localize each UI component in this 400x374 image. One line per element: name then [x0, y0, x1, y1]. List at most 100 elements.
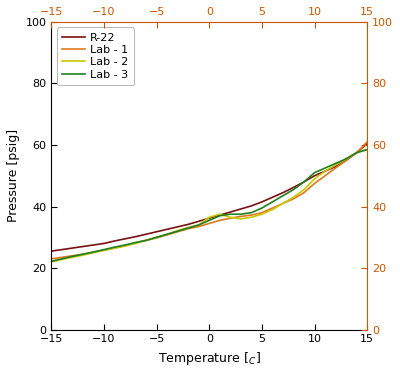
Lab - 1: [102, 248, 106, 252]
Lab - 3: [144, 238, 148, 243]
Lab - 1: [80, 252, 85, 257]
Lab - 3: [112, 245, 117, 249]
Lab - 1: [312, 181, 317, 186]
R-22: [175, 224, 180, 229]
Lab - 1: [249, 213, 254, 217]
Lab - 1: [344, 158, 348, 163]
Lab - 2: [112, 246, 117, 250]
Lab - 3: [280, 193, 285, 198]
R-22: [302, 180, 306, 184]
Lab - 1: [123, 244, 128, 248]
Lab - 2: [333, 163, 338, 167]
Lab - 1: [70, 254, 75, 258]
R-22: [291, 185, 296, 190]
Lab - 1: [165, 233, 170, 237]
Lab - 3: [154, 235, 159, 239]
Lab - 2: [80, 253, 85, 257]
R-22: [165, 227, 170, 232]
Lab - 3: [344, 157, 348, 161]
Lab - 3: [354, 150, 359, 155]
R-22: [91, 243, 96, 247]
R-22: [49, 249, 54, 254]
Lab - 3: [333, 161, 338, 166]
Lab - 1: [133, 240, 138, 245]
Lab - 3: [186, 226, 191, 230]
Lab - 2: [238, 217, 243, 221]
R-22: [218, 213, 222, 217]
Lab - 1: [91, 250, 96, 254]
R-22: [123, 237, 128, 241]
Line: Lab - 2: Lab - 2: [51, 150, 367, 262]
Lab - 3: [175, 229, 180, 233]
Lab - 3: [70, 254, 75, 258]
Lab - 1: [260, 211, 264, 215]
R-22: [260, 200, 264, 204]
Lab - 1: [270, 206, 275, 210]
Lab - 2: [49, 260, 54, 264]
Lab - 2: [154, 235, 159, 239]
Lab - 3: [133, 240, 138, 245]
Lab - 2: [207, 215, 212, 220]
R-22: [354, 150, 359, 155]
Lab - 2: [196, 223, 201, 227]
Lab - 1: [207, 221, 212, 226]
R-22: [144, 232, 148, 236]
Lab - 1: [112, 246, 117, 250]
Lab - 3: [102, 247, 106, 252]
Lab - 2: [133, 241, 138, 246]
Lab - 3: [312, 171, 317, 175]
Lab - 2: [186, 225, 191, 230]
R-22: [323, 169, 328, 173]
Lab - 2: [354, 150, 359, 155]
R-22: [270, 195, 275, 199]
Lab - 2: [123, 244, 128, 248]
R-22: [80, 244, 85, 249]
R-22: [344, 158, 348, 163]
Lab - 2: [312, 177, 317, 181]
X-axis label: Temperature [$_C$]: Temperature [$_C$]: [158, 350, 261, 367]
Lab - 2: [249, 215, 254, 220]
Lab - 2: [260, 212, 264, 217]
R-22: [280, 190, 285, 195]
R-22: [312, 174, 317, 178]
R-22: [186, 222, 191, 227]
Lab - 3: [49, 259, 54, 264]
Lab - 1: [60, 255, 64, 260]
Lab - 3: [260, 206, 264, 210]
Lab - 3: [302, 180, 306, 184]
Lab - 1: [218, 218, 222, 223]
Lab - 3: [123, 243, 128, 247]
Lab - 1: [175, 230, 180, 234]
Lab - 2: [70, 255, 75, 260]
Lab - 3: [196, 223, 201, 227]
R-22: [112, 239, 117, 243]
Lab - 2: [344, 157, 348, 161]
Lab - 2: [91, 251, 96, 255]
R-22: [102, 241, 106, 246]
Lab - 2: [323, 169, 328, 173]
Line: R-22: R-22: [51, 143, 367, 251]
Lab - 3: [365, 147, 370, 152]
R-22: [154, 230, 159, 234]
Lab - 1: [333, 166, 338, 170]
Lab - 1: [228, 216, 233, 220]
Y-axis label: Pressure [psig]: Pressure [psig]: [7, 129, 20, 222]
R-22: [249, 204, 254, 208]
Lab - 2: [102, 248, 106, 252]
Lab - 1: [280, 201, 285, 206]
R-22: [60, 247, 64, 252]
Lab - 1: [154, 236, 159, 240]
Lab - 3: [270, 200, 275, 204]
Lab - 3: [249, 211, 254, 215]
R-22: [333, 164, 338, 169]
Lab - 2: [365, 147, 370, 152]
Lab - 2: [144, 238, 148, 243]
Lab - 1: [49, 257, 54, 261]
R-22: [70, 246, 75, 250]
Lab - 3: [80, 252, 85, 257]
R-22: [133, 234, 138, 239]
Lab - 3: [228, 212, 233, 217]
Lab - 1: [291, 197, 296, 201]
Lab - 1: [144, 238, 148, 243]
Lab - 3: [207, 218, 212, 223]
